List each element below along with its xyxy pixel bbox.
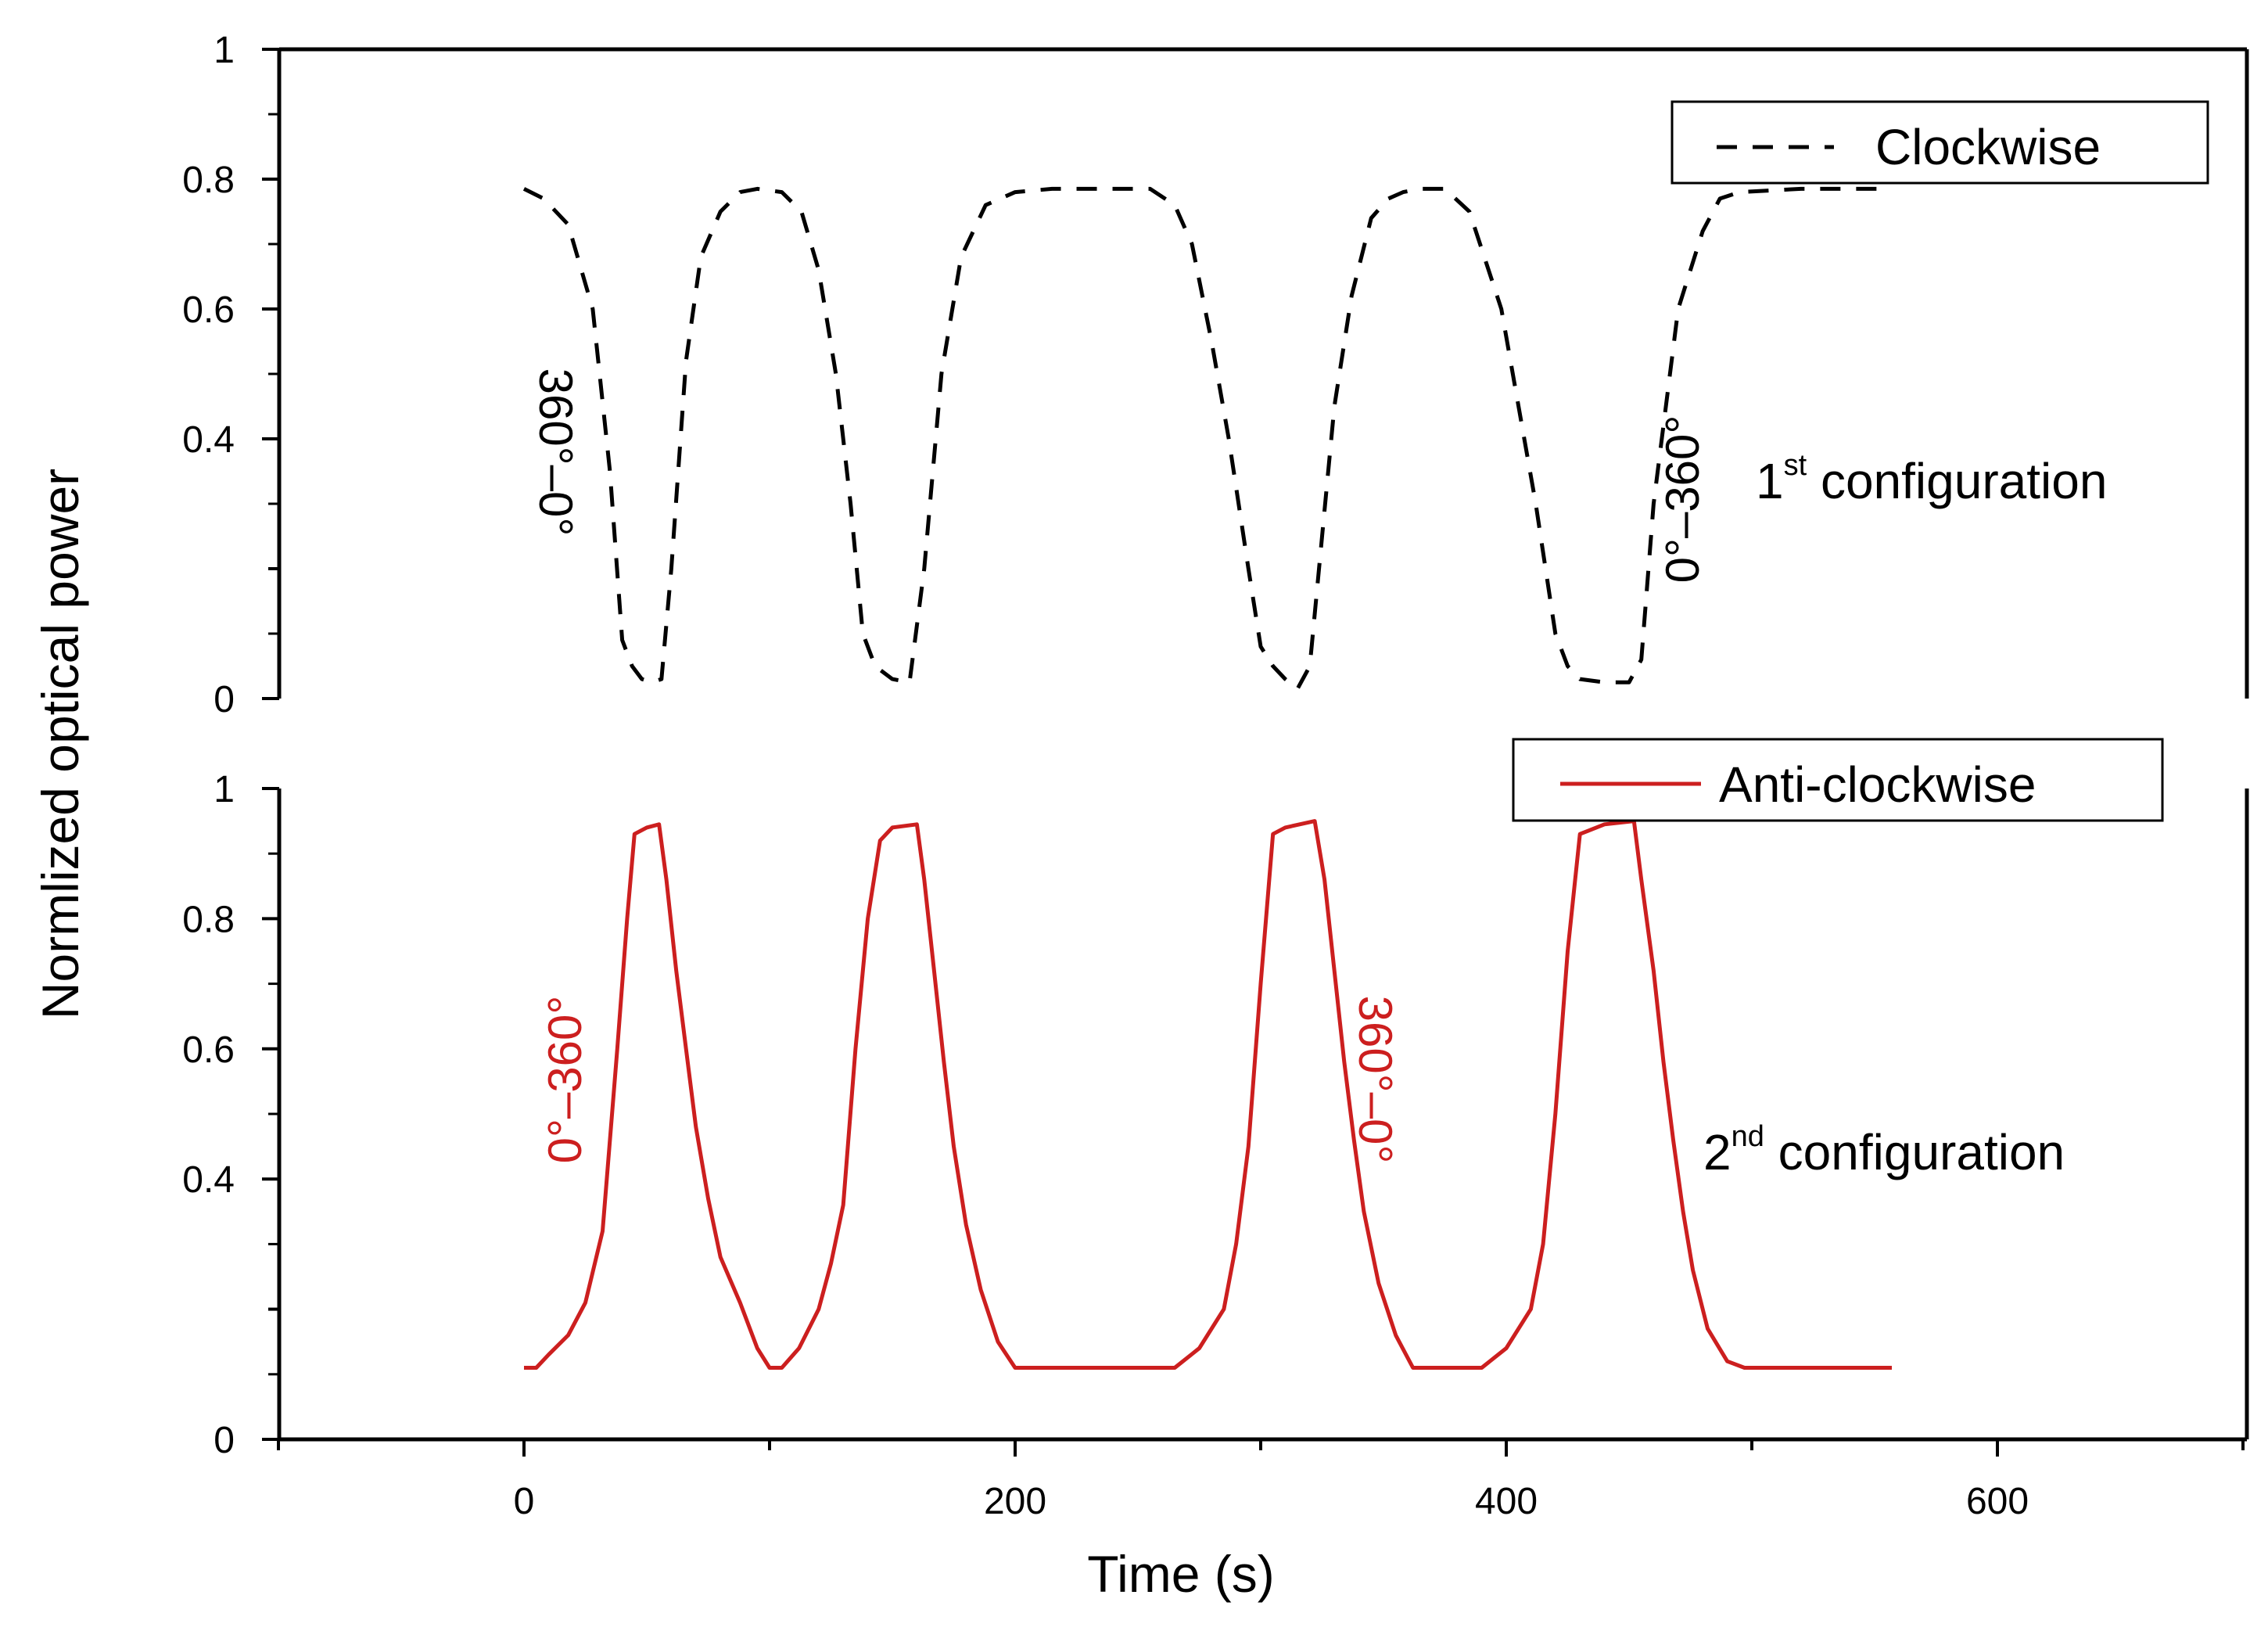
top-panel-ticks [262,48,279,700]
x-tick-label: 600 [1966,1481,2029,1522]
x-axis-ticks [277,1439,2245,1457]
bottom-config-number: 2 [1703,1124,1732,1180]
bottom-y-tick-label: 1 [214,769,235,810]
top-config-superscript: st [1784,449,1807,482]
bottom-y-tick-label: 0.4 [182,1159,235,1201]
top-y-tick-label: 0.6 [182,289,235,331]
bottom-legend: Anti-clockwise [1512,738,2164,822]
top-legend: Clockwise [1670,100,2209,185]
top-y-tick-label: 1 [214,30,235,71]
bottom-annotation-360-0: 360°–0° [1349,996,1401,1164]
bottom-config-superscript: nd [1732,1120,1764,1153]
top-annotation-0-360: 0°–360° [1656,415,1709,584]
bottom-panel-y-tick-labels: 0 0.4 0.6 0.8 1 [182,769,235,1461]
bottom-legend-box [1512,738,2164,822]
clockwise-series-line [522,186,1892,691]
top-y-tick-label: 0.8 [182,160,235,201]
top-legend-label: Clockwise [1875,119,2101,175]
top-config-label: 1st configuration [1756,449,2107,509]
bottom-panel-ticks [262,787,279,1441]
top-y-tick-label: 0.4 [182,419,235,461]
top-y-tick-label: 0 [214,679,235,720]
x-tick-label: 200 [984,1481,1046,1522]
x-tick-labels: 0 200 400 600 [514,1481,2029,1522]
bottom-legend-label: Anti-clockwise [1719,756,2036,813]
bottom-config-text: configuration [1764,1124,2065,1180]
anti-clockwise-series-line [524,819,1892,1370]
top-config-number: 1 [1756,453,1784,509]
x-tick-label: 400 [1475,1481,1538,1522]
bottom-config-label: 2nd configuration [1703,1120,2065,1180]
bottom-y-tick-label: 0.8 [182,899,235,940]
x-tick-label: 0 [514,1481,535,1522]
top-annotation-360-0: 360°–0° [529,368,582,537]
top-config-text: configuration [1807,453,2107,509]
top-panel-y-tick-labels: 0 0.4 0.6 0.8 1 [182,30,235,720]
bottom-annotation-0-360: 0°–360° [539,996,591,1164]
bottom-y-tick-label: 0.6 [182,1029,235,1071]
bottom-y-tick-label: 0 [214,1420,235,1461]
top-legend-box [1670,100,2209,185]
y-axis-label: Normlized optical power [31,469,89,1019]
x-axis-label: Time (s) [1087,1545,1275,1603]
